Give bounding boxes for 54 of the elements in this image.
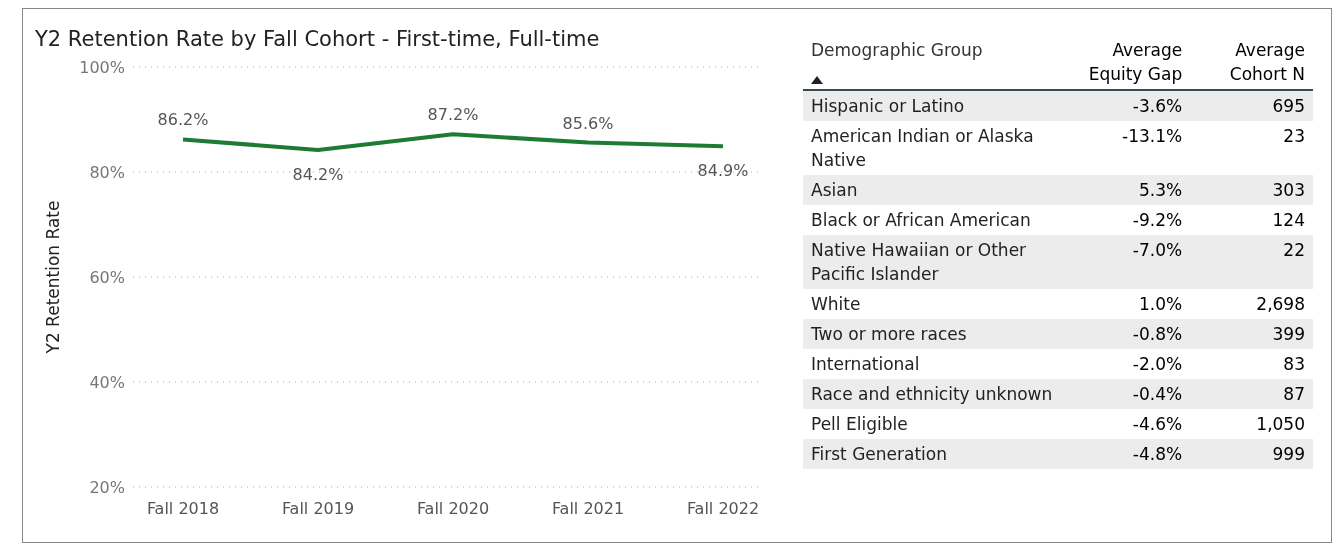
category-label: International xyxy=(811,354,920,374)
data-label: -0.8% xyxy=(1131,323,1184,346)
x-tick-label: Fall 2018 xyxy=(146,499,220,519)
y-tick-label: 40% xyxy=(89,372,125,392)
data-label: 83 xyxy=(1282,353,1306,376)
data-label: 399 xyxy=(1271,323,1306,346)
y-tick-label: 20% xyxy=(89,477,125,497)
y-tick-label: 80% xyxy=(89,162,125,182)
data-label: 86.2% xyxy=(157,110,209,130)
y-tick-label: 100% xyxy=(79,57,125,77)
data-label: 2,698 xyxy=(1255,293,1306,316)
data-label: 87 xyxy=(1282,383,1306,406)
data-label: 84.2% xyxy=(292,164,344,184)
x-tick-label: Fall 2020 xyxy=(416,499,490,519)
category-label: Race and ethnicity unknown xyxy=(811,384,1053,404)
category-label: Asian xyxy=(811,180,858,200)
line-series xyxy=(181,132,725,152)
data-label: 1.0% xyxy=(1138,293,1184,316)
data-label: 5.3% xyxy=(1138,179,1184,202)
category-label: American Indian or Alaska Native xyxy=(811,126,1034,170)
data-label: 999 xyxy=(1271,443,1306,466)
data-label: 84.9% xyxy=(697,161,749,181)
data-label: 85.6% xyxy=(562,113,614,133)
x-tick-label: Fall 2022 xyxy=(686,499,760,519)
y-tick-label: 60% xyxy=(89,267,125,287)
data-label: -3.6% xyxy=(1131,95,1184,118)
y-axis-title: Y2 Retention Rate xyxy=(43,200,64,355)
category-label: Two or more races xyxy=(811,324,967,344)
series-label: Average Equity Gap xyxy=(1087,39,1184,86)
category-label: Black or African American xyxy=(811,210,1031,230)
data-label: 22 xyxy=(1282,239,1306,262)
data-label: 124 xyxy=(1271,209,1306,232)
data-label: -7.0% xyxy=(1131,239,1184,262)
x-tick-label: Fall 2019 xyxy=(281,499,355,519)
data-label: 303 xyxy=(1271,179,1306,202)
text: Demographic Group xyxy=(811,39,984,62)
data-label: 695 xyxy=(1271,95,1306,118)
text: Average Cohort N xyxy=(1228,39,1306,86)
data-label: -13.1% xyxy=(1121,125,1184,148)
data-label: -0.4% xyxy=(1131,383,1184,406)
data-label: -4.8% xyxy=(1131,443,1184,466)
category-label: Hispanic or Latino xyxy=(811,96,965,116)
data-label: 1,050 xyxy=(1255,413,1306,436)
category-label: White xyxy=(811,294,861,314)
category-label: Pell Eligible xyxy=(811,414,908,434)
x-tick-label: Fall 2021 xyxy=(551,499,625,519)
chart-title: Y2 Retention Rate by Fall Cohort - First-time, Full-time xyxy=(34,26,601,53)
data-label: -9.2% xyxy=(1131,209,1184,232)
data-label: -2.0% xyxy=(1131,353,1184,376)
category-label: First Generation xyxy=(811,444,948,464)
category-label: Native Hawaiian or Other Pacific Islander xyxy=(811,240,1027,284)
data-label: 87.2% xyxy=(427,105,479,125)
data-label: -4.6% xyxy=(1131,413,1184,436)
data-label: 23 xyxy=(1282,125,1306,148)
